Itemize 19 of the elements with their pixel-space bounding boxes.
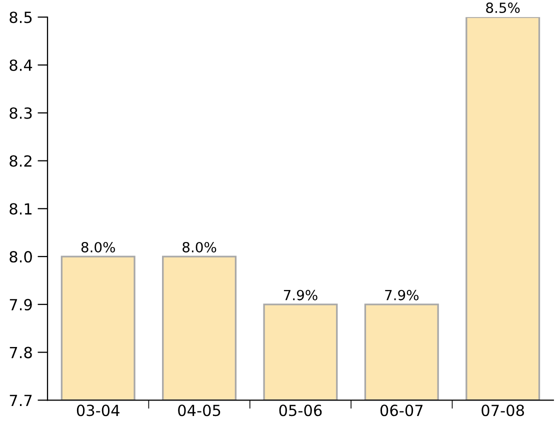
- y-tick-label: 8.4: [10, 59, 32, 72]
- x-tick-label: 04-05: [178, 404, 220, 416]
- data-label: 7.9%: [385, 290, 419, 300]
- x-tick-label: 07-08: [482, 404, 524, 416]
- data-label: 8.0%: [182, 242, 216, 252]
- data-label: 8.0%: [81, 242, 115, 252]
- data-label: 8.5%: [486, 2, 520, 14]
- x-tick-label: 06-07: [380, 404, 423, 416]
- y-tick-label: 8.3: [10, 107, 32, 119]
- y-tick-label: 7.8: [10, 346, 32, 358]
- y-tick-label: 8.0: [10, 251, 32, 263]
- y-tick-label: 7.7: [10, 394, 32, 406]
- y-tick-label: 8.2: [10, 155, 32, 167]
- y-tick-label: 8.1: [10, 203, 32, 215]
- data-label: 7.9%: [284, 290, 318, 300]
- y-tick-label: 7.9: [10, 298, 32, 310]
- y-tick-label: 8.5: [10, 12, 32, 24]
- x-tick-label: 05-06: [279, 404, 322, 416]
- x-tick-label: 03-04: [76, 404, 120, 416]
